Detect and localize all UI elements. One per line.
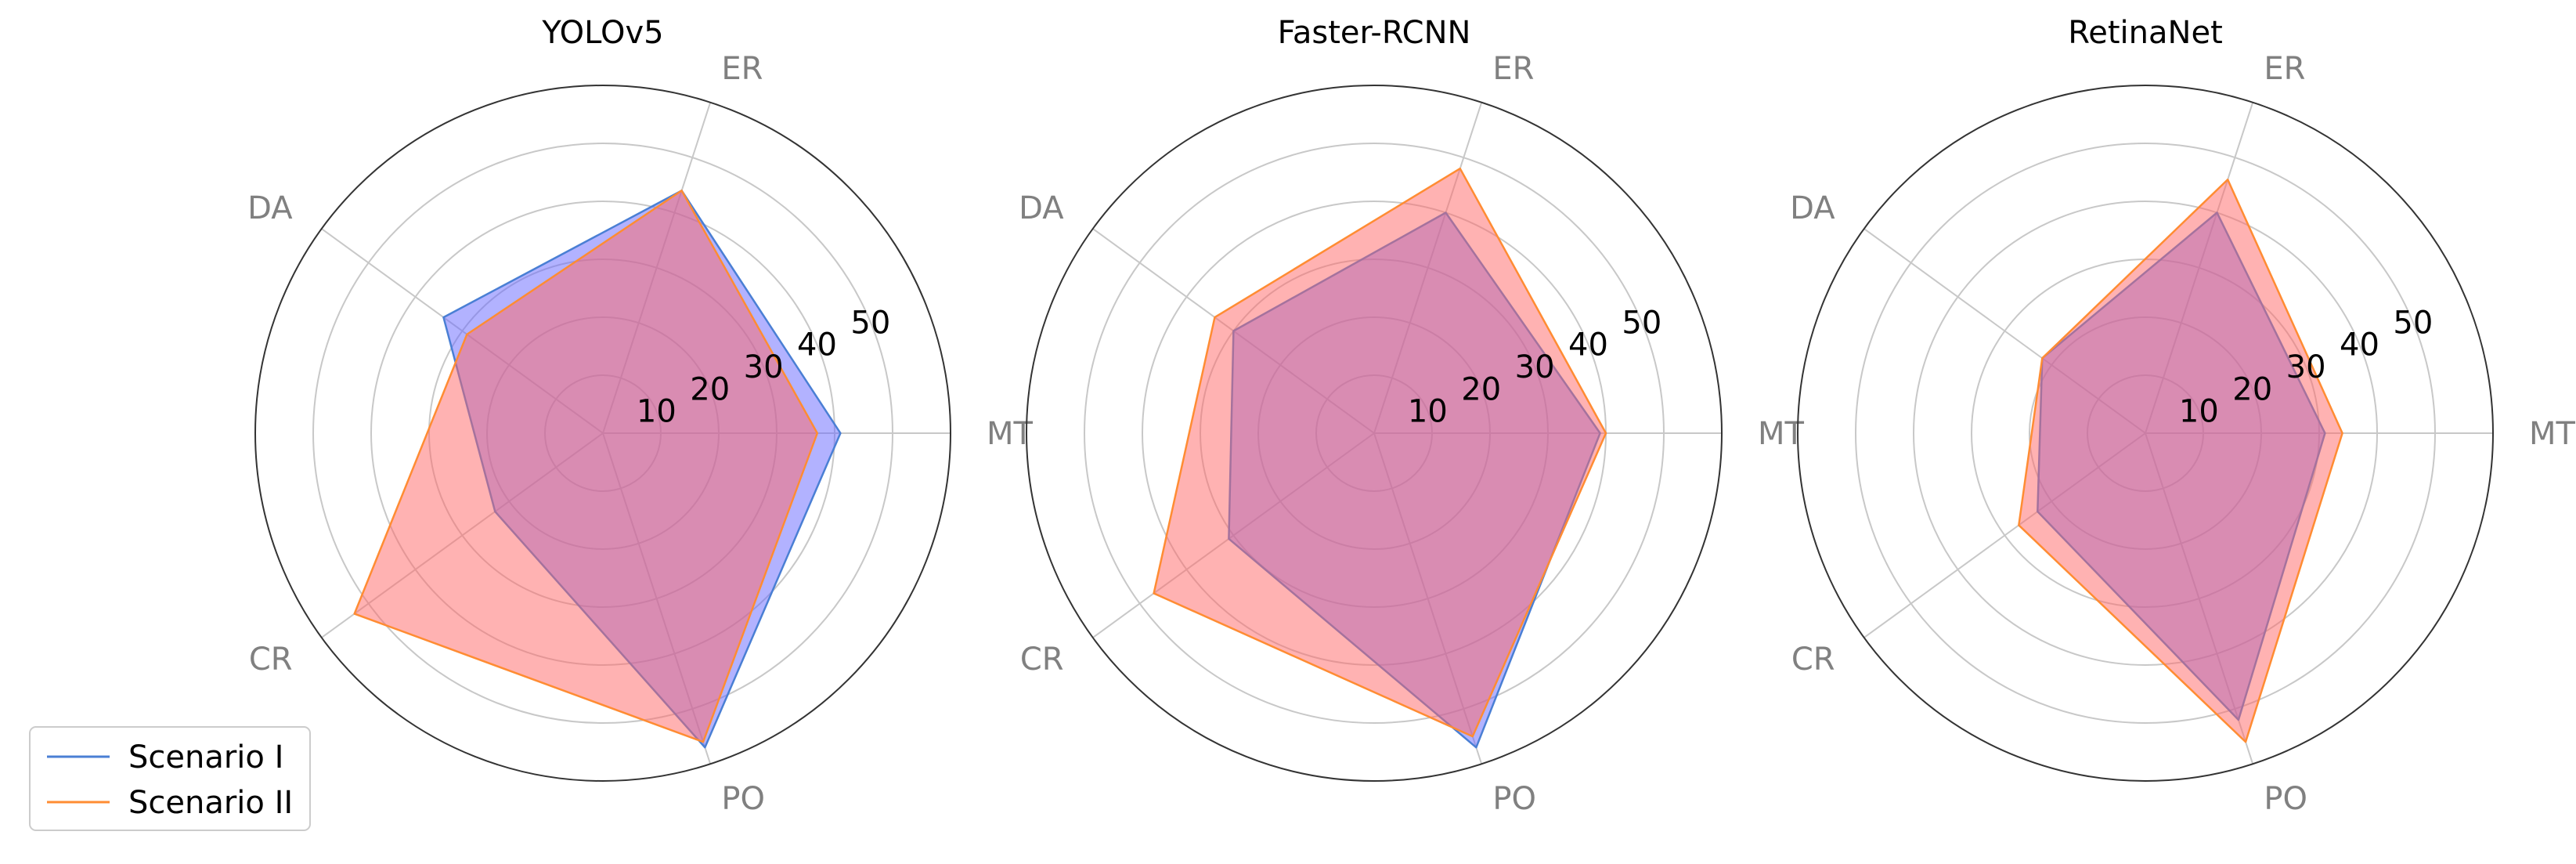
tick-label: 10	[2179, 394, 2219, 430]
axis-label-po: PO	[721, 781, 765, 817]
series-area-2	[1153, 167, 1607, 738]
tick-label: 30	[1515, 349, 1555, 385]
axis-label-da: DA	[247, 190, 293, 226]
tick-label: 40	[797, 327, 837, 363]
axis-label-mt: MT	[1758, 416, 1805, 452]
radar-axis-labels: MT ER DA CR PO	[1790, 51, 2575, 817]
radar-frame	[1797, 85, 2494, 782]
legend: Scenario I Scenario II	[29, 726, 311, 831]
axis-label-cr: CR	[249, 642, 293, 678]
axis-label-er: ER	[1492, 51, 1534, 87]
series-area-2	[2018, 179, 2343, 743]
series-area-2	[353, 190, 819, 743]
radar-tick-labels: 10 20 30 40 50	[2179, 305, 2433, 429]
chart-title: Faster-RCNN	[1278, 15, 1471, 51]
tick-label: 30	[2286, 349, 2326, 385]
tick-label: 20	[1461, 371, 1501, 407]
axis-label-mt: MT	[2529, 416, 2576, 452]
radar-frame	[1026, 85, 1723, 782]
radar-series	[353, 190, 842, 749]
legend-label-series-1: Scenario I	[128, 739, 283, 775]
radar-tick-labels: 10 20 30 40 50	[637, 305, 890, 429]
axis-label-er: ER	[721, 51, 763, 87]
radar-panel-faster-rcnn: MT ER DA CR PO 10 20 30 40 50 Faster-RCNN	[1019, 15, 1804, 817]
axis-label-da: DA	[1790, 190, 1835, 226]
tick-label: 30	[744, 349, 784, 385]
axis-label-cr: CR	[1020, 642, 1064, 678]
axis-label-mt: MT	[987, 416, 1034, 452]
tick-label: 50	[1622, 305, 1661, 341]
legend-label-series-2: Scenario II	[128, 785, 293, 821]
radar-series	[2018, 179, 2343, 743]
chart-title: RetinaNet	[2068, 15, 2222, 51]
tick-label: 10	[1408, 394, 1448, 430]
radar-panel-yolov5: MT ER DA CR PO 10 20 30 40 50 YOLOv5	[247, 15, 1033, 817]
radar-series	[1153, 167, 1607, 749]
tick-label: 40	[1568, 327, 1608, 363]
axis-label-po: PO	[1492, 781, 1536, 817]
radar-axis-labels: MT ER DA CR PO	[247, 51, 1033, 817]
tick-label: 50	[2393, 305, 2433, 341]
radar-panel-retinanet: MT ER DA CR PO 10 20 30 40 50 RetinaNet	[1790, 15, 2575, 817]
radar-tick-labels: 10 20 30 40 50	[1408, 305, 1661, 429]
legend-frame	[29, 726, 311, 831]
tick-label: 20	[2232, 371, 2272, 407]
radar-axis-labels: MT ER DA CR PO	[1019, 51, 1804, 817]
tick-label: 40	[2340, 327, 2379, 363]
axis-label-da: DA	[1019, 190, 1064, 226]
tick-label: 20	[690, 371, 730, 407]
tick-label: 10	[637, 394, 676, 430]
tick-label: 50	[850, 305, 890, 341]
radar-frame	[254, 85, 951, 782]
axis-label-po: PO	[2264, 781, 2307, 817]
chart-title: YOLOv5	[541, 15, 663, 51]
axis-label-cr: CR	[1791, 642, 1835, 678]
axis-label-er: ER	[2264, 51, 2305, 87]
